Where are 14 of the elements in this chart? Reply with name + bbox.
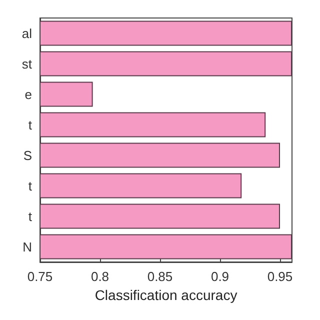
y-tick-label: t (28, 117, 32, 132)
x-tick-label: 0.85 (147, 269, 173, 284)
y-tick-label: st (22, 56, 32, 72)
x-tick-label: 0.8 (90, 269, 110, 284)
y-tick-label: N (22, 239, 32, 254)
x-tick-label: 0.95 (267, 269, 293, 284)
x-axis-title: Classification accuracy (94, 287, 238, 303)
x-tick-label: 0.75 (27, 269, 53, 284)
y-tick-label: t (28, 208, 32, 224)
y-tick-label: e (24, 86, 32, 102)
y-tick-label: t (28, 178, 32, 194)
y-tick-label: S (23, 148, 32, 163)
y-tick-label: al (22, 26, 32, 41)
x-tick-label: 0.9 (210, 269, 230, 284)
